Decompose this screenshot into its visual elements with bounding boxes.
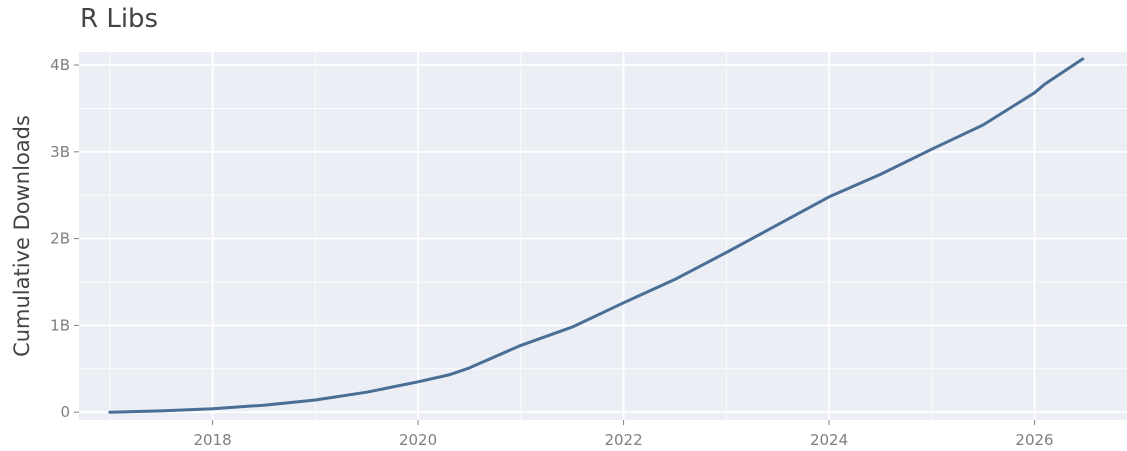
x-tick-label: 2022 <box>604 431 642 449</box>
series-line <box>108 57 1085 414</box>
axis-ticks <box>74 64 1036 425</box>
x-tick-label: 2024 <box>810 431 848 449</box>
x-tick-label: 2018 <box>193 431 231 449</box>
y-tick-label: 2B <box>50 230 70 248</box>
y-tick-label: 1B <box>50 316 70 334</box>
series-layer <box>108 57 1085 414</box>
x-tick-label: 2026 <box>1015 431 1053 449</box>
grid-minor <box>79 52 1127 420</box>
y-tick-label: 4B <box>50 56 70 74</box>
x-tick-label: 2020 <box>399 431 437 449</box>
chart-title: R Libs <box>80 4 159 34</box>
y-tick-label: 0 <box>60 403 70 421</box>
plot-panel <box>79 52 1127 420</box>
tick-labels: 2018 2020 2022 2024 2026 0 1B 2B 3B 4B <box>50 56 1053 449</box>
y-tick-label: 3B <box>50 143 70 161</box>
grid-major <box>79 52 1127 420</box>
